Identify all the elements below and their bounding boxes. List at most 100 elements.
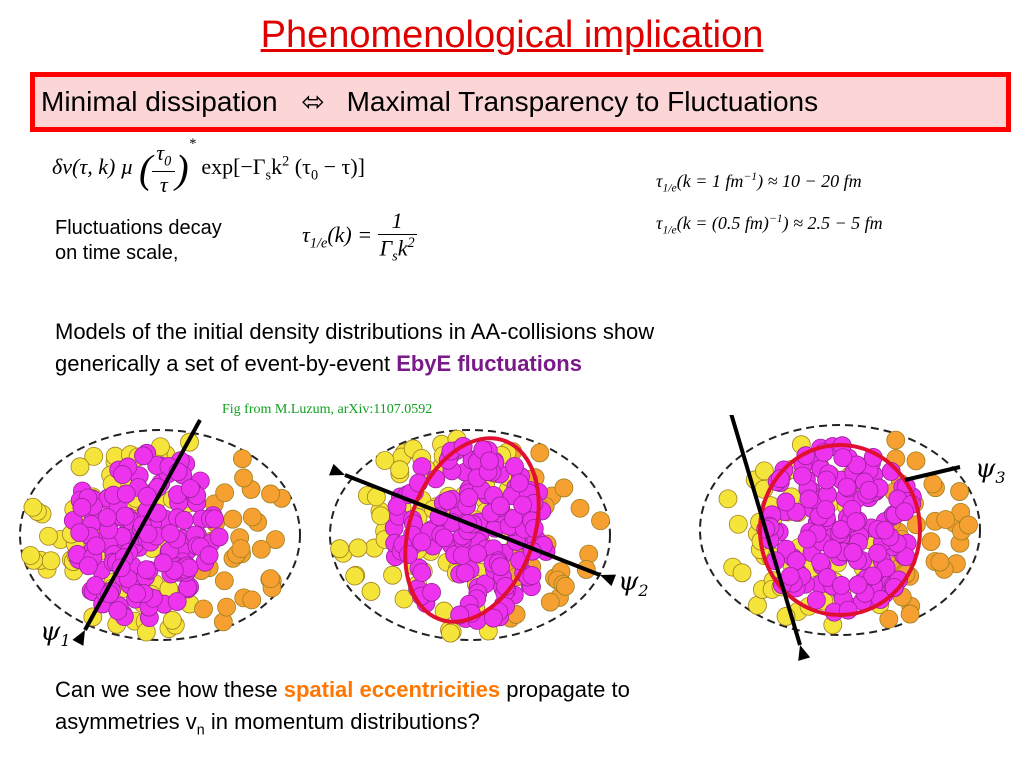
nucleon	[70, 457, 90, 477]
nucleon	[831, 520, 851, 539]
nucleon	[843, 543, 863, 562]
nucleon	[223, 509, 243, 529]
nucleon	[554, 478, 574, 498]
nucleon	[732, 563, 752, 583]
nucleon	[837, 477, 857, 497]
nucleon	[923, 474, 943, 494]
nucleon	[484, 608, 503, 628]
nucleon	[509, 473, 529, 493]
text: ψ	[618, 567, 639, 597]
nucleon	[39, 526, 58, 546]
nucleon	[214, 571, 234, 591]
nucleon	[127, 584, 147, 604]
nucleon	[97, 508, 117, 528]
nucleon	[780, 566, 800, 586]
nucleon	[799, 489, 819, 509]
nucleon	[831, 575, 851, 595]
nucleon	[261, 484, 280, 504]
nucleon	[792, 466, 812, 486]
nucleon	[412, 457, 432, 477]
nucleon	[134, 446, 153, 466]
nucleon	[770, 469, 790, 489]
nucleon	[242, 590, 262, 610]
value-part: 1/e	[662, 223, 677, 237]
nucleon	[345, 566, 365, 586]
nucleon	[959, 515, 978, 535]
nucleon	[412, 532, 432, 552]
question-highlight: spatial eccentricities	[283, 677, 501, 702]
nucleon	[162, 610, 182, 630]
formula-num-sub: 0	[164, 153, 172, 170]
value-part: τ	[656, 171, 663, 191]
nucleon	[261, 569, 280, 589]
nucleon	[822, 539, 842, 559]
nucleon	[797, 529, 817, 549]
psi-label: ψ1	[40, 617, 71, 650]
axis-arrow	[344, 473, 601, 577]
nucleon	[859, 481, 879, 500]
banner-left: Minimal dissipation	[41, 86, 278, 117]
nucleon	[137, 560, 156, 580]
nucleon	[513, 495, 533, 515]
models-line: generically a set of event-by-event	[55, 351, 397, 376]
decay-part: 2	[407, 235, 415, 251]
nucleon	[422, 582, 441, 602]
decay-part: τ	[302, 221, 310, 247]
exp-part: 0	[310, 167, 319, 184]
value-part: (k = 1 fm	[676, 171, 744, 191]
nucleon	[748, 596, 767, 615]
nucleon	[886, 430, 906, 450]
nucleon	[361, 582, 381, 601]
nucleon	[399, 545, 418, 565]
nucleon	[199, 545, 219, 565]
participant-outline	[758, 443, 922, 617]
question-part: Can we see how these	[55, 677, 284, 702]
nucleon	[113, 465, 132, 484]
axis-arrow	[83, 419, 202, 631]
nucleon	[817, 470, 836, 490]
nucleon	[848, 575, 868, 595]
nucleon	[231, 539, 251, 559]
nucleon	[540, 592, 560, 612]
nucleon	[900, 604, 920, 624]
formula-exp: exp[−Γsk2 (τ0 − τ)]	[201, 153, 365, 184]
question-part: n	[196, 722, 205, 739]
nucleon	[868, 543, 888, 563]
nucleon	[266, 530, 285, 550]
formula-lhs: δv(τ, k) µ	[52, 154, 134, 179]
nucleon	[906, 451, 926, 471]
arrow-head	[72, 630, 85, 646]
nucleon	[490, 496, 510, 516]
nucleon	[884, 578, 904, 597]
exp-part: 2	[282, 153, 290, 170]
nucleon	[776, 492, 796, 512]
nucleon	[459, 488, 479, 508]
exp-part: k	[271, 154, 283, 179]
nucleon	[755, 461, 774, 481]
nucleon	[180, 479, 200, 498]
slide-title: Phenomenological implication	[260, 14, 764, 56]
banner-arrow: ⬄	[301, 86, 325, 117]
nucleon	[522, 566, 542, 585]
nucleon	[70, 523, 90, 543]
dashed-boundary	[699, 424, 981, 636]
nucleon	[863, 566, 883, 586]
nucleon	[194, 599, 213, 619]
decay-line: on time scale,	[55, 242, 179, 264]
nucleon	[875, 520, 895, 540]
nucleon	[86, 536, 106, 556]
text: 1	[60, 631, 70, 650]
nucleon	[375, 451, 395, 470]
figure-caption: Fig from M.Luzum, arXiv:1107.0592	[222, 402, 433, 417]
nucleon	[116, 484, 136, 504]
nucleon	[205, 509, 224, 529]
formula-power: *	[188, 136, 196, 152]
formula-value: τ1/e(k = 1 fm−1) ≈ 10 − 20 fm	[656, 170, 862, 195]
nucleon	[806, 590, 826, 610]
nucleon	[412, 563, 432, 582]
nucleon	[833, 448, 853, 468]
axis-arrow	[729, 415, 802, 646]
nucleon	[570, 498, 590, 518]
nucleon	[846, 512, 866, 531]
